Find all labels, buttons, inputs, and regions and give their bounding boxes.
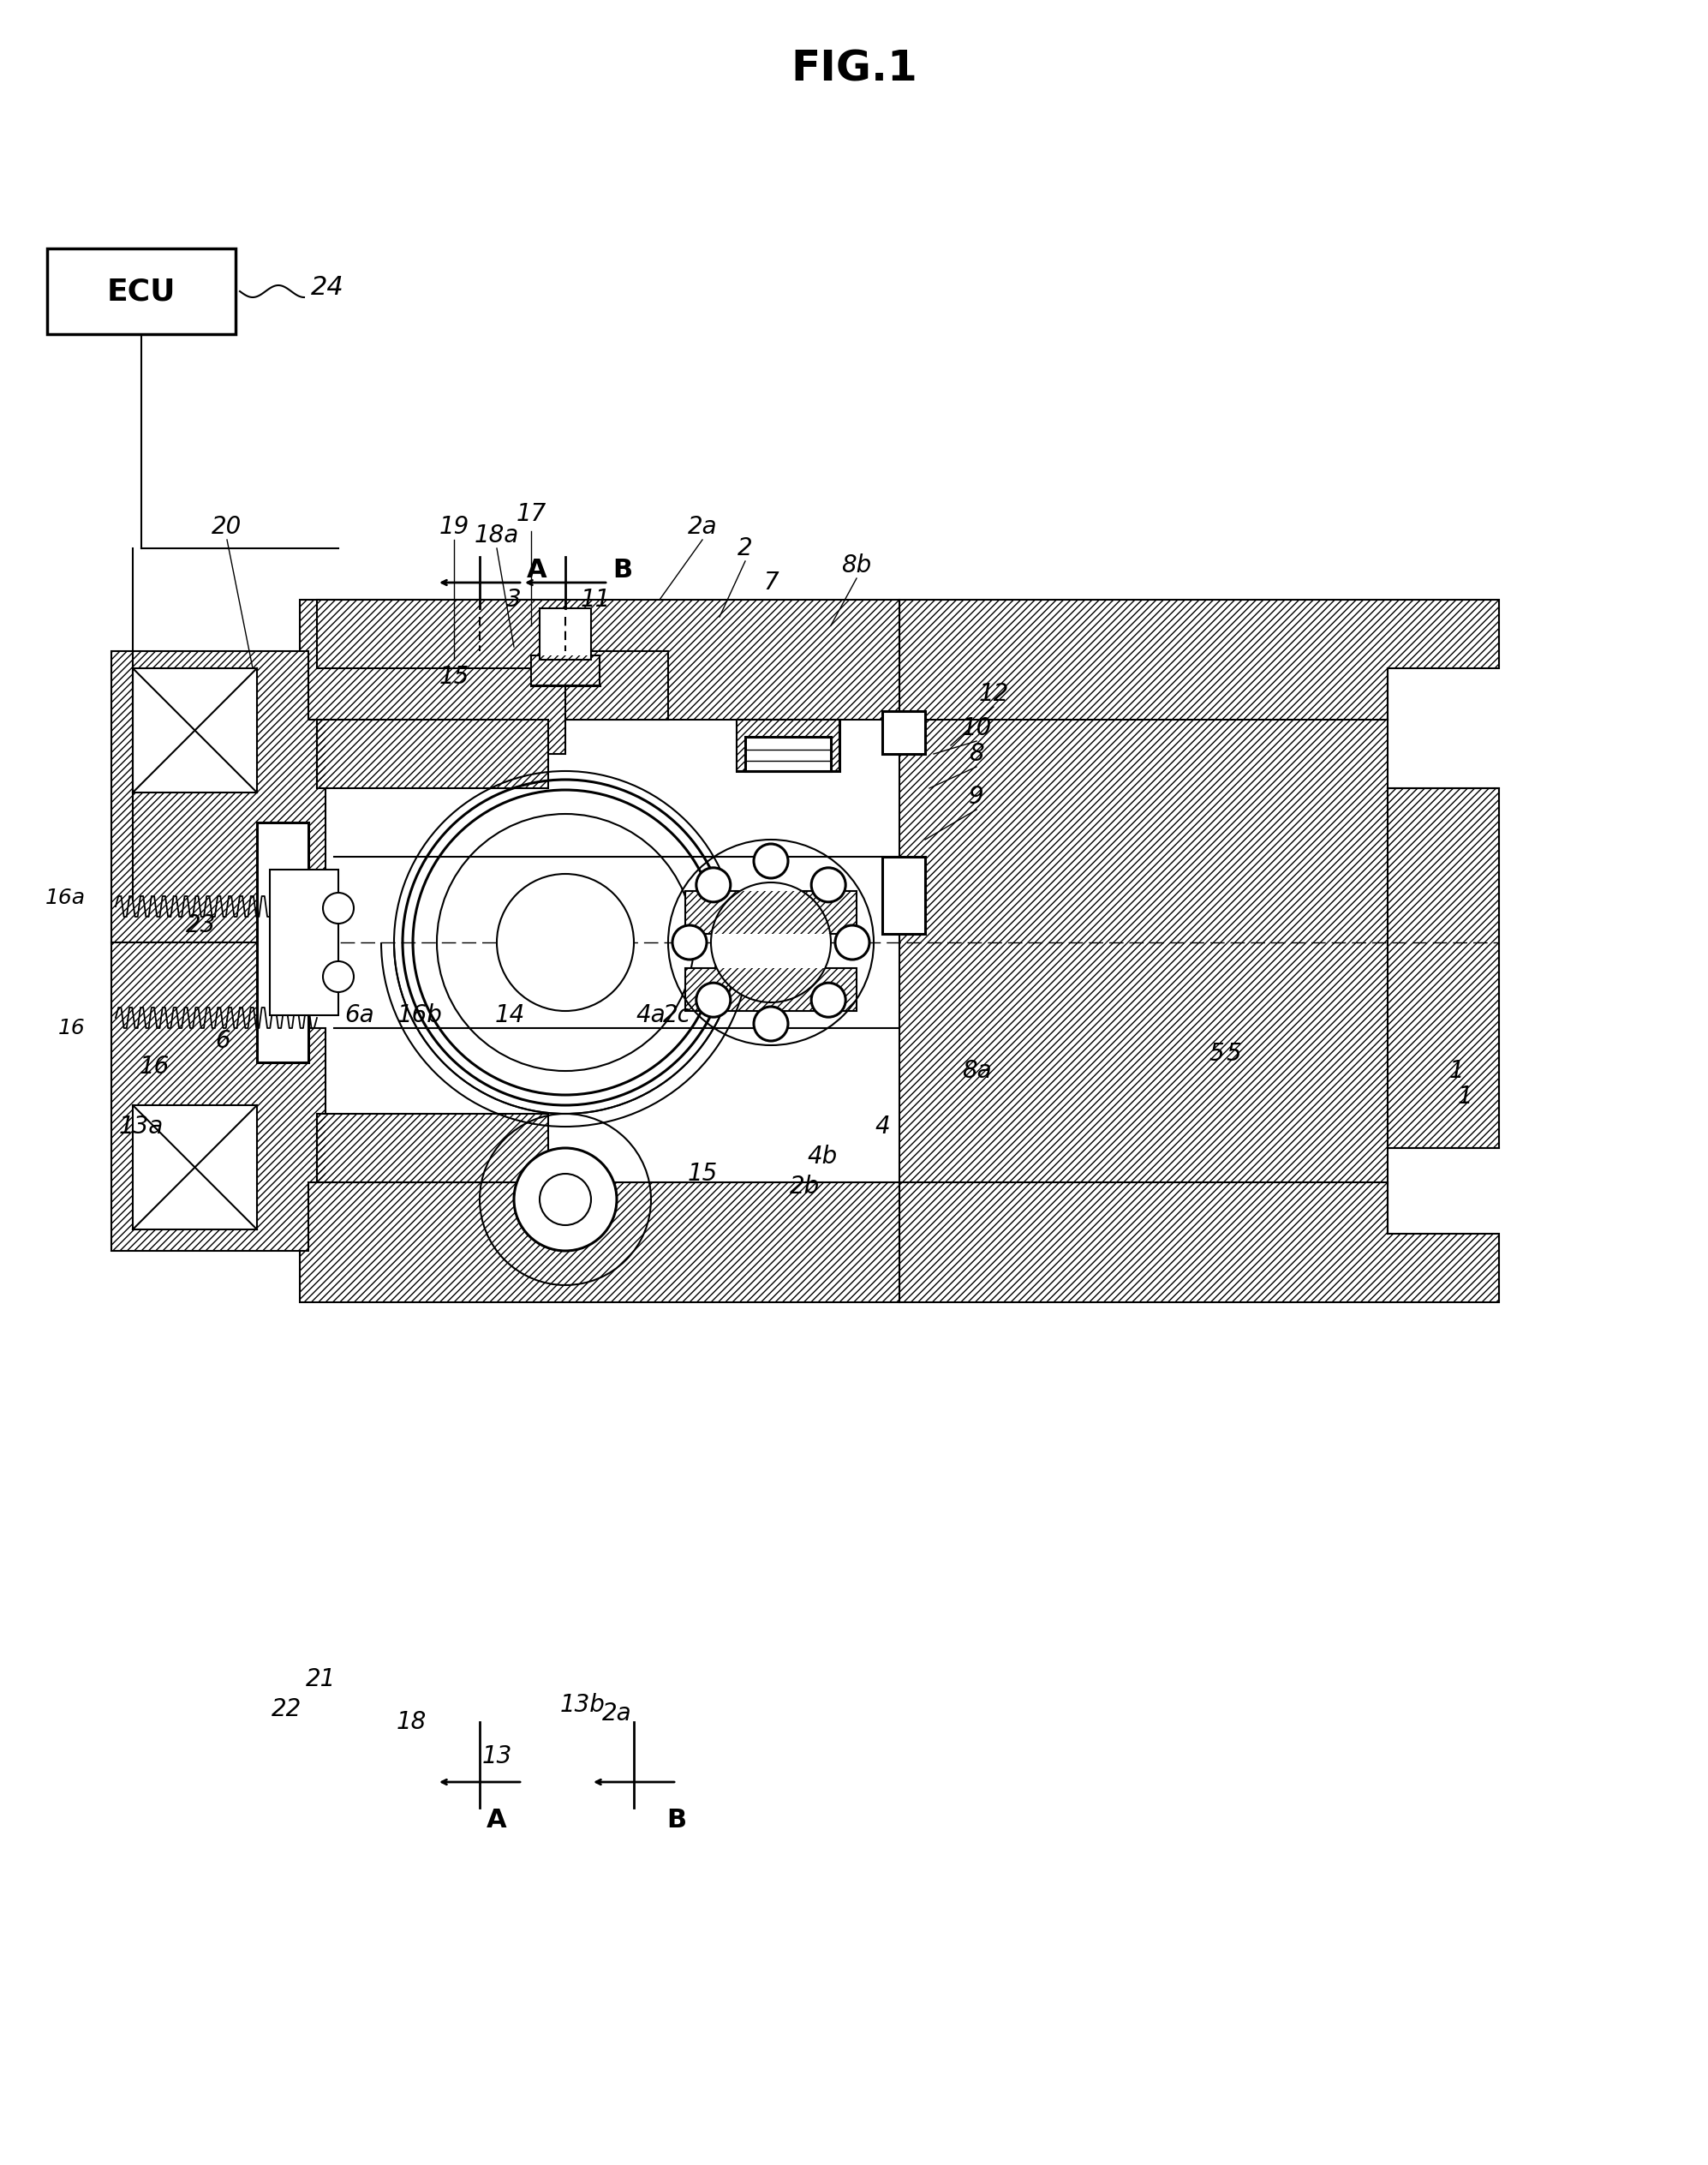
Text: 17: 17 — [516, 502, 547, 526]
Text: 8: 8 — [968, 743, 984, 766]
Text: 21: 21 — [306, 1667, 336, 1691]
Polygon shape — [111, 942, 326, 1251]
Circle shape — [323, 961, 354, 992]
Text: 9: 9 — [968, 784, 984, 810]
Circle shape — [514, 1147, 617, 1251]
Circle shape — [697, 983, 731, 1018]
Circle shape — [811, 868, 845, 903]
Text: 2: 2 — [738, 537, 753, 561]
Text: 20: 20 — [212, 515, 243, 539]
Bar — [736, 719, 839, 771]
Text: 15: 15 — [439, 665, 470, 688]
Text: A: A — [526, 556, 547, 582]
Text: 5: 5 — [1209, 1041, 1225, 1065]
Circle shape — [497, 875, 634, 1011]
Text: 6: 6 — [215, 1028, 231, 1052]
Text: 16b: 16b — [396, 1002, 442, 1026]
Text: 4: 4 — [874, 1115, 890, 1139]
Bar — [256, 823, 309, 1063]
Text: 6a: 6a — [345, 1002, 374, 1026]
Circle shape — [697, 868, 731, 903]
Circle shape — [753, 844, 787, 879]
Text: ECU: ECU — [108, 277, 176, 305]
Text: 4b: 4b — [808, 1145, 837, 1169]
Circle shape — [753, 1007, 787, 1041]
Bar — [745, 736, 830, 771]
Text: 11: 11 — [581, 587, 610, 613]
Text: 13: 13 — [482, 1745, 512, 1769]
Text: 7: 7 — [763, 572, 779, 595]
Bar — [133, 669, 256, 792]
Bar — [883, 710, 926, 753]
Text: 2a: 2a — [601, 1702, 632, 1726]
Text: 3: 3 — [506, 587, 521, 613]
Text: 12: 12 — [979, 682, 1009, 706]
Text: 14: 14 — [495, 1002, 524, 1026]
Text: 13b: 13b — [560, 1693, 605, 1717]
Text: B: B — [613, 556, 632, 582]
Text: 16a: 16a — [46, 888, 85, 907]
Circle shape — [835, 924, 869, 959]
Text: FIG.1: FIG.1 — [791, 48, 917, 89]
Bar — [540, 608, 591, 660]
Text: 16: 16 — [138, 1054, 169, 1078]
Text: 18a: 18a — [475, 524, 519, 548]
Bar — [736, 719, 839, 771]
Bar — [685, 892, 857, 933]
Text: 15: 15 — [687, 1163, 717, 1186]
Text: 5: 5 — [1226, 1041, 1242, 1065]
Text: 16: 16 — [58, 1018, 85, 1039]
Circle shape — [323, 892, 354, 924]
Text: 10: 10 — [962, 717, 992, 740]
Text: 2c: 2c — [663, 1002, 690, 1026]
Text: 8a: 8a — [962, 1059, 991, 1082]
Bar — [48, 249, 236, 333]
Bar — [685, 892, 857, 933]
Bar — [318, 1113, 548, 1182]
Bar — [318, 1113, 548, 1182]
Circle shape — [673, 924, 707, 959]
Text: 24: 24 — [311, 275, 343, 299]
Text: 1: 1 — [1457, 1085, 1472, 1108]
Bar — [318, 719, 548, 788]
Polygon shape — [900, 600, 1500, 1303]
Bar — [685, 968, 857, 1011]
Circle shape — [540, 1173, 591, 1225]
Circle shape — [811, 983, 845, 1018]
Bar — [736, 719, 839, 771]
Bar — [531, 656, 600, 686]
Polygon shape — [301, 1182, 900, 1303]
Bar — [318, 719, 548, 788]
Text: 2a: 2a — [688, 515, 717, 539]
Text: 1: 1 — [1448, 1059, 1464, 1082]
Bar — [133, 1104, 256, 1230]
Text: 18: 18 — [396, 1710, 427, 1734]
Text: 4a: 4a — [635, 1002, 666, 1026]
Text: 13a: 13a — [120, 1115, 164, 1139]
Bar — [685, 968, 857, 1011]
Bar — [883, 857, 926, 933]
Circle shape — [711, 883, 830, 1002]
Polygon shape — [301, 600, 900, 753]
Text: 23: 23 — [186, 914, 217, 937]
Text: B: B — [666, 1808, 687, 1832]
Bar — [270, 870, 338, 1015]
Text: 19: 19 — [439, 515, 470, 539]
Text: 2b: 2b — [791, 1176, 820, 1199]
Text: 8b: 8b — [842, 554, 871, 578]
Text: A: A — [487, 1808, 507, 1832]
Bar — [531, 656, 600, 686]
Polygon shape — [111, 652, 326, 942]
Text: 22: 22 — [272, 1697, 302, 1721]
Polygon shape — [318, 600, 668, 719]
